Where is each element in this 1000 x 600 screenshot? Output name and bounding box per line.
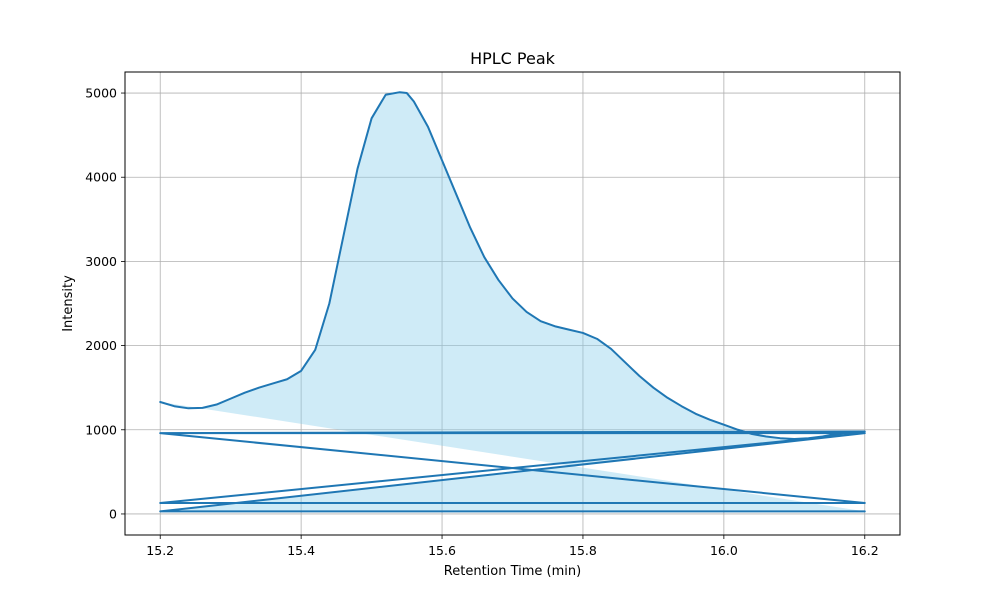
- y-tick-label: 1000: [85, 422, 117, 437]
- y-tick-label: 0: [109, 506, 117, 521]
- x-tick-label: 15.8: [569, 543, 597, 558]
- y-axis: 0 1000 2000 3000 4000 5000: [85, 86, 125, 521]
- line-layer: [159, 91, 866, 513]
- x-axis-label: Retention Time (min): [444, 564, 581, 579]
- x-tick-label: 15.6: [428, 543, 456, 558]
- x-tick-label: 15.4: [287, 543, 315, 558]
- y-tick-label: 3000: [85, 254, 117, 269]
- x-tick-label: 16.2: [851, 543, 879, 558]
- plot-frame: [124, 71, 901, 536]
- series-area: [160, 92, 865, 512]
- x-tick-label: 15.2: [146, 543, 174, 558]
- grid-lines: [125, 72, 900, 535]
- x-axis: 15.2 15.4 15.6 15.8 16.0 16.2: [146, 535, 879, 558]
- y-axis-label: Intensity: [61, 275, 76, 332]
- x-tick-label: 16.0: [710, 543, 738, 558]
- chart-title: HPLC Peak: [470, 49, 556, 68]
- area-layer: [160, 92, 865, 512]
- y-tick-label: 5000: [85, 86, 117, 101]
- y-tick-label: 4000: [85, 170, 117, 185]
- series-line: [159, 91, 866, 513]
- y-tick-label: 2000: [85, 338, 117, 353]
